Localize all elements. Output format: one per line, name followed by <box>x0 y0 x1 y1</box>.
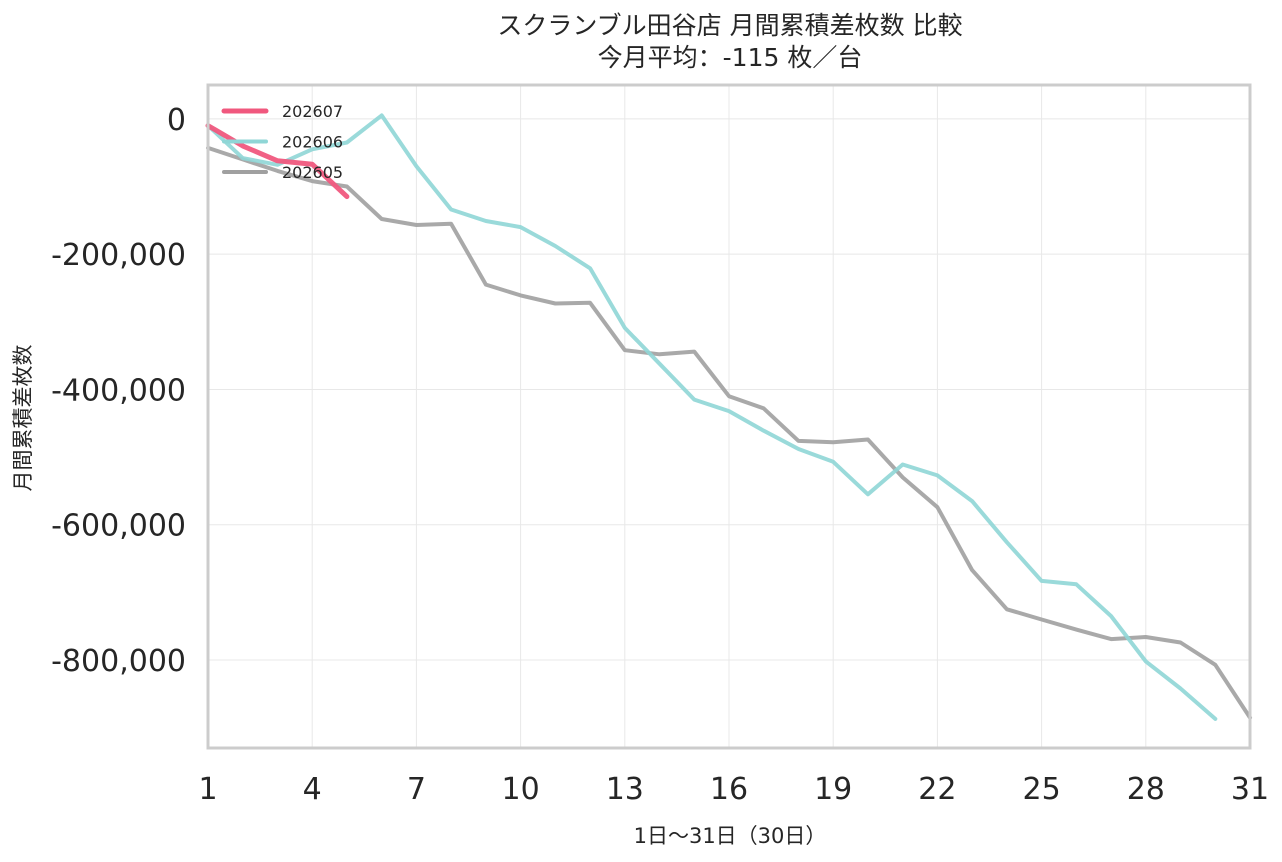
x-tick-label: 22 <box>918 772 956 807</box>
legend-label: 202607 <box>282 102 343 121</box>
y-tick-label: 0 <box>167 103 186 138</box>
legend-label: 202605 <box>282 163 343 182</box>
x-tick-label: 4 <box>303 772 322 807</box>
chart-subtitle: 今月平均：-115 枚／台 <box>598 43 863 72</box>
series-line-202605 <box>206 145 1252 720</box>
chart-title: スクランブル田谷店 月間累積差枚数 比較 <box>497 11 962 40</box>
x-tick-label: 10 <box>502 772 540 807</box>
series-lines <box>205 113 1252 721</box>
legend-label: 202606 <box>282 133 343 152</box>
x-tick-label: 13 <box>606 772 644 807</box>
legend: 202607 202606 202605 <box>221 102 343 182</box>
x-tick-label: 31 <box>1231 772 1269 807</box>
series-line-202606 <box>206 113 1218 721</box>
x-tick-label: 16 <box>710 772 748 807</box>
y-tick-label: -200,000 <box>51 238 186 273</box>
x-tick-label: 7 <box>407 772 426 807</box>
series-line-202607 <box>205 123 350 200</box>
x-tick-label: 19 <box>814 772 852 807</box>
y-tick-label: -800,000 <box>51 644 186 679</box>
y-tick-label: -600,000 <box>51 509 186 544</box>
x-tick-label: 1 <box>198 772 217 807</box>
x-tick-label: 25 <box>1023 772 1061 807</box>
x-axis-label: 1日〜31日（30日） <box>634 824 827 848</box>
plot-frame <box>206 83 1252 750</box>
x-axis-ticks: 1 4 7 10 13 16 19 22 25 28 31 <box>198 772 1269 807</box>
y-axis-ticks: 0 -200,000 -400,000 -600,000 -800,000 <box>51 103 186 679</box>
y-tick-label: -400,000 <box>51 373 186 408</box>
y-axis-label: 月間累積差枚数 <box>11 345 35 492</box>
x-tick-label: 28 <box>1127 772 1165 807</box>
grid <box>207 85 1251 748</box>
